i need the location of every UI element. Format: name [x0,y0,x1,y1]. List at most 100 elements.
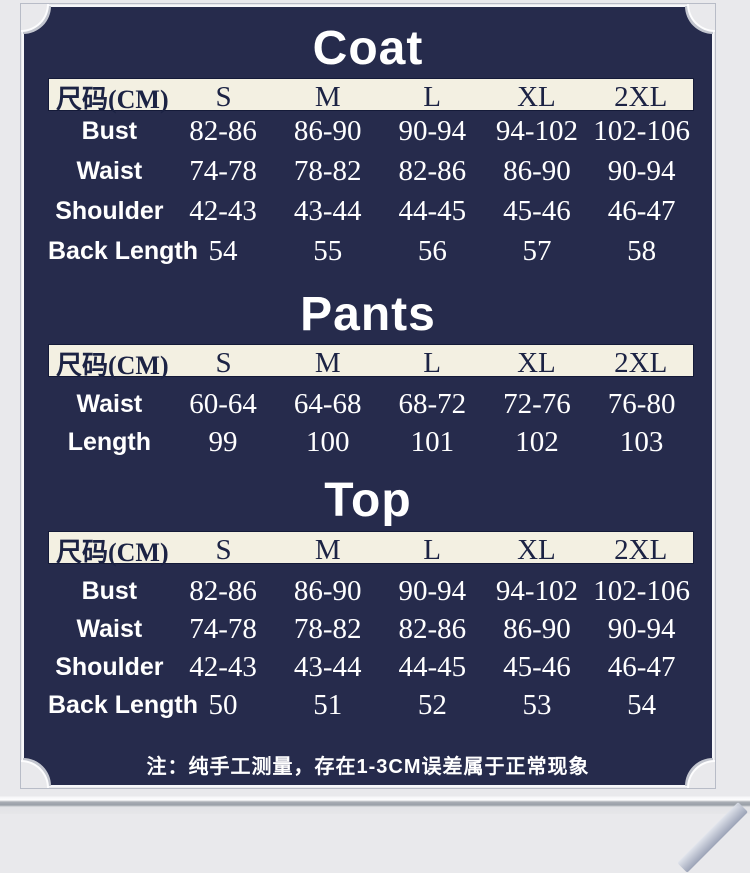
cell-value: 102-106 [593,574,690,607]
cell-value: 54 [627,688,657,721]
cell-value: 100 [305,426,350,459]
cell-value: 86-90 [293,115,362,148]
cell-value: 99 [208,426,238,459]
cell-value: 43-44 [293,650,362,683]
row-label: Bust [81,117,138,146]
size-chart-image: Coat 尺码(CM) S M L XL 2XL Bust 82-86 86-90 90-94 94-… [20,3,748,873]
table-row: Shoulder 42-43 43-44 44-45 45-46 46-47 [48,191,694,231]
row-label: Waist [76,390,143,419]
table-row: Bust 82-86 86-90 90-94 94-102 102-106 [48,572,694,610]
cell-value: 42-43 [189,650,257,683]
row-label: Waist [76,157,143,186]
size-header-cell: L [423,347,441,380]
cell-value: 90-94 [398,115,467,148]
cell-value: 102-106 [593,115,690,148]
size-header-label: 尺码(CM) [56,85,169,115]
row-label: Length [67,428,152,457]
cell-value: 82-86 [398,612,467,645]
cell-value: 90-94 [607,612,676,645]
size-chart-panel: Coat 尺码(CM) S M L XL 2XL Bust 82-86 86-90 90-94 94-… [20,3,716,789]
cell-value: 68-72 [398,388,467,421]
cell-value: 78-82 [293,155,362,188]
size-header-cell: S [215,533,232,566]
cell-value: 56 [417,235,447,268]
size-header-cell: S [215,347,232,380]
cell-value: 64-68 [293,388,362,421]
corner-ribbon-bottom-right [677,802,748,873]
size-header-cell: 2XL [614,533,668,566]
table-row: Waist 74-78 78-82 82-86 86-90 90-94 [48,610,694,648]
size-header-cell: 2XL [614,81,668,114]
size-header-row: 尺码(CM) S M L XL 2XL [48,530,694,567]
size-table-pants: Pants 尺码(CM) S M L XL 2XL Waist 60-64 64-68 68-72 7… [24,287,712,461]
table-row: Bust 82-86 86-90 90-94 94-102 102-106 [48,111,694,151]
table-row: Length 99 100 101 102 103 [48,423,694,461]
cell-value: 45-46 [503,195,571,228]
cell-value: 60-64 [189,388,257,421]
row-label: Bust [81,576,138,605]
cell-value: 90-94 [398,574,467,607]
size-header-cell: M [314,347,341,380]
size-header-row: 尺码(CM) S M L XL 2XL [48,78,694,114]
cell-value: 57 [522,235,552,268]
cell-value: 82-86 [398,155,467,188]
cell-value: 55 [313,235,343,268]
cell-value: 42-43 [189,195,257,228]
cell-value: 94-102 [495,574,579,607]
cell-value: 86-90 [503,155,571,188]
cell-value: 101 [410,426,455,459]
size-header-cell: XL [517,347,556,380]
cell-value: 54 [208,235,238,268]
cell-value: 103 [619,426,664,459]
size-header-cell: M [314,533,341,566]
size-header-row: 尺码(CM) S M L XL 2XL [48,344,694,380]
cell-value: 90-94 [607,155,676,188]
table-row: Back Length 54 55 56 57 58 [48,231,694,271]
cell-value: 52 [417,688,447,721]
tables-container: Coat 尺码(CM) S M L XL 2XL Bust 82-86 86-90 90-94 94-… [24,7,712,724]
cell-value: 46-47 [607,650,676,683]
row-label: Back Length [48,690,199,719]
size-header-label: 尺码(CM) [56,537,169,567]
row-label: Waist [76,614,143,643]
size-header-cell: M [314,81,341,114]
size-header-cell: XL [517,81,556,114]
size-table-top: Top 尺码(CM) S M L XL 2XL Bust 82-86 86-90 90-94 94-1… [24,473,712,723]
table-title: Coat [312,22,424,75]
row-label: Shoulder [55,652,164,681]
cell-value: 86-90 [293,574,362,607]
size-header-cell: L [423,81,441,114]
size-header-cell: 2XL [614,347,668,380]
table-title: Pants [300,288,436,342]
size-header-cell: L [423,533,441,566]
cell-value: 43-44 [293,195,362,228]
table-row: Back Length 50 51 52 53 54 [48,686,694,724]
cell-value: 46-47 [607,195,676,228]
cell-value: 45-46 [503,650,571,683]
table-row: Waist 60-64 64-68 68-72 72-76 76-80 [48,385,694,423]
cell-value: 102 [515,426,559,459]
table-row: Shoulder 42-43 43-44 44-45 45-46 46-47 [48,648,694,686]
row-label: Shoulder [55,197,164,226]
cell-value: 82-86 [189,574,257,607]
cell-value: 50 [208,688,238,721]
size-header-cell: S [215,81,232,114]
cell-value: 53 [522,688,552,721]
cell-value: 44-45 [398,650,467,683]
cell-value: 82-86 [189,115,257,148]
cell-value: 58 [627,235,657,268]
cell-value: 86-90 [503,612,571,645]
size-header-label: 尺码(CM) [56,351,169,381]
row-label: Back Length [48,237,199,266]
cell-value: 76-80 [607,388,676,421]
cell-value: 74-78 [189,155,257,188]
cell-value: 44-45 [398,195,467,228]
cell-value: 78-82 [293,612,362,645]
measurement-note: 注：纯手工测量，存在1-3CM误差属于正常现象 [146,755,590,778]
table-title: Top [324,474,412,528]
cell-value: 74-78 [189,612,257,645]
table-row: Waist 74-78 78-82 82-86 86-90 90-94 [48,151,694,191]
cell-value: 51 [313,688,343,721]
cell-value: 94-102 [495,115,579,148]
size-header-cell: XL [517,533,556,566]
